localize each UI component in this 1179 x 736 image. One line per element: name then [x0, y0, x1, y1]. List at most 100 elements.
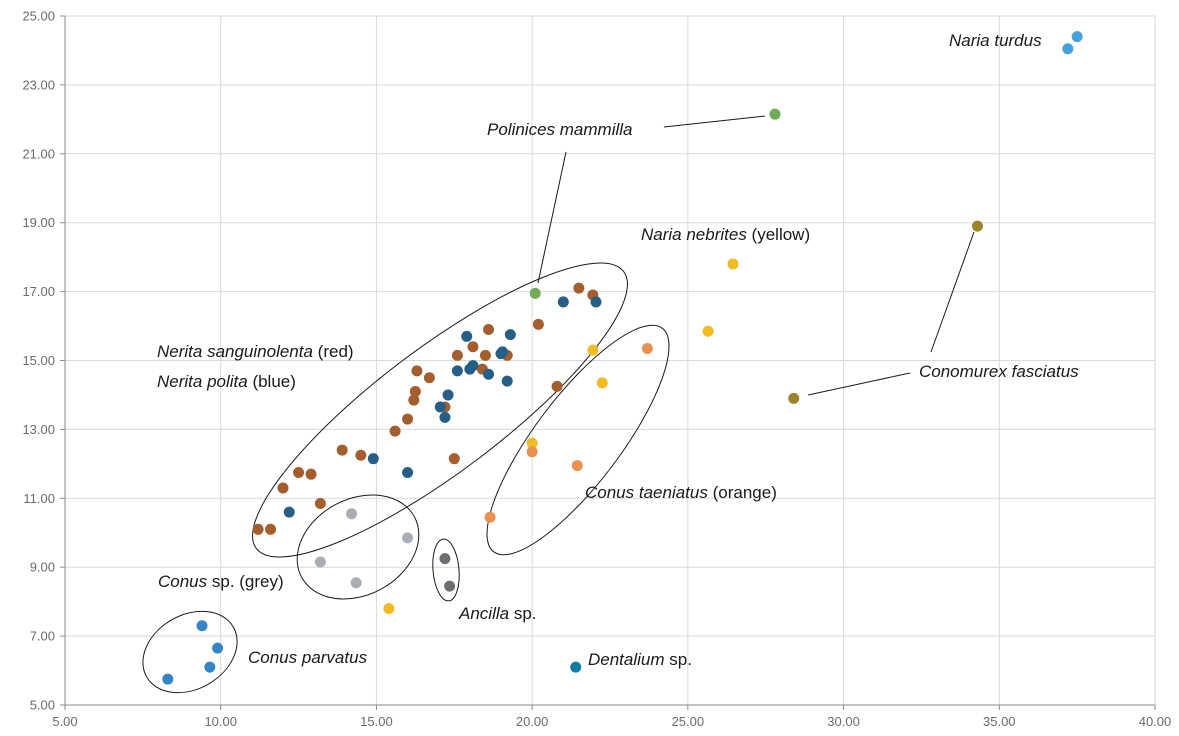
data-point-red [573, 282, 585, 294]
y-tick-label: 15.00 [22, 353, 55, 368]
data-point-red [423, 372, 435, 384]
group-ellipses [142, 262, 670, 694]
data-point-turdus [1071, 31, 1083, 43]
y-tick-label: 23.00 [22, 77, 55, 92]
data-points [162, 31, 1083, 685]
data-point-blue [451, 365, 463, 377]
leader-lines [537, 115, 975, 396]
data-point-blue [590, 296, 602, 308]
data-point-mammilla [769, 108, 781, 120]
data-point-red [532, 318, 544, 330]
label-dentalium-sp: Dentalium sp. [588, 650, 692, 669]
data-point-blue [402, 466, 414, 478]
data-point-blue [439, 411, 451, 423]
label-ancilla-sp: Ancilla sp. [458, 604, 537, 623]
data-point-yellow [383, 603, 395, 615]
polinices-leader-2 [537, 151, 567, 284]
data-point-blue [461, 330, 473, 342]
data-point-red [409, 386, 421, 398]
data-point-red [336, 444, 348, 456]
data-point-blue [283, 506, 295, 518]
y-tick-label: 9.00 [30, 560, 55, 575]
x-tick-label: 15.00 [360, 714, 393, 729]
data-point-red [479, 349, 491, 361]
data-point-dark_grey [444, 580, 456, 592]
x-tick-label: 5.00 [52, 714, 77, 729]
data-point-yellow [702, 325, 714, 337]
data-point-red [411, 365, 423, 377]
conus-parvatus-ellipse [142, 610, 238, 694]
data-point-blue [501, 375, 513, 387]
data-point-turdus [1062, 43, 1074, 55]
data-point-red [277, 482, 289, 494]
data-point-grey [314, 556, 326, 568]
data-point-parvatus [196, 620, 208, 632]
y-tick-label: 21.00 [22, 146, 55, 161]
data-point-red [252, 523, 264, 535]
data-point-orange [484, 511, 496, 523]
data-point-red [265, 523, 277, 535]
data-point-red [402, 413, 414, 425]
x-tick-label: 10.00 [204, 714, 237, 729]
data-point-dark_grey [439, 553, 451, 565]
data-point-red [467, 341, 479, 353]
y-tick-label: 19.00 [22, 215, 55, 230]
label-conus-sp: Conus sp. (grey) [158, 572, 284, 591]
data-point-red [293, 466, 305, 478]
y-tick-label: 7.00 [30, 629, 55, 644]
label-conus-parvatus: Conus parvatus [248, 648, 368, 667]
label-conus-taeniatus: Conus taeniatus (orange) [585, 483, 777, 502]
data-point-parvatus [204, 661, 216, 673]
label-nerita-polita: Nerita polita (blue) [157, 372, 296, 391]
label-nerita-sanguinolenta: Nerita sanguinolenta (red) [157, 342, 354, 361]
data-point-grey [402, 532, 414, 544]
data-point-blue [504, 329, 516, 341]
ancilla-ellipse [432, 538, 460, 602]
x-tick-label: 35.00 [983, 714, 1016, 729]
data-point-red [451, 349, 463, 361]
polinices-leader-1 [663, 115, 766, 128]
data-point-red [389, 425, 401, 437]
data-point-orange [526, 446, 538, 458]
data-point-blue [557, 296, 569, 308]
data-point-grey [346, 508, 358, 520]
x-tick-label: 40.00 [1139, 714, 1172, 729]
data-point-blue [434, 401, 446, 413]
y-tick-label: 11.00 [23, 491, 55, 506]
data-point-yellow [596, 377, 608, 389]
label-conomurex-fasciatus: Conomurex fasciatus [919, 362, 1079, 381]
data-point-yellow [526, 437, 538, 449]
data-point-blue [367, 453, 379, 465]
data-point-red [314, 497, 326, 509]
x-tick-label: 25.00 [672, 714, 705, 729]
y-tick-label: 25.00 [22, 9, 55, 24]
y-tick-labels: 5.00 7.00 9.00 11.00 13.00 15.00 17.00 19.00 21.… [22, 9, 65, 713]
data-point-yellow [727, 258, 739, 270]
data-point-red [551, 380, 563, 392]
data-point-red [408, 394, 420, 406]
data-point-red [355, 449, 367, 461]
data-point-mammilla [529, 287, 541, 299]
data-point-red [483, 323, 495, 335]
data-point-blue [467, 360, 479, 372]
data-point-blue [497, 346, 509, 358]
conus-sp-ellipse [296, 494, 420, 600]
data-point-fasciatus [788, 392, 800, 404]
annotation-labels: Naria turdus Polinices mammilla Naria ne… [157, 31, 1079, 669]
y-tick-label: 5.00 [30, 698, 55, 713]
x-tick-label: 30.00 [827, 714, 860, 729]
label-polinices-mammilla: Polinices mammilla [487, 120, 632, 139]
grid-lines [65, 15, 1156, 705]
data-point-red [448, 453, 460, 465]
fasciatus-leader-1 [930, 231, 975, 353]
data-point-fasciatus [971, 220, 983, 232]
data-point-orange [641, 342, 653, 354]
data-point-dentalium [570, 661, 582, 673]
data-point-parvatus [212, 642, 224, 654]
data-point-orange [571, 460, 583, 472]
data-point-yellow [587, 344, 599, 356]
x-tick-labels: 5.00 10.00 15.00 20.00 25.00 30.00 35.00 40.00 [52, 705, 1171, 729]
label-naria-turdus: Naria turdus [949, 31, 1042, 50]
data-point-blue [442, 389, 454, 401]
